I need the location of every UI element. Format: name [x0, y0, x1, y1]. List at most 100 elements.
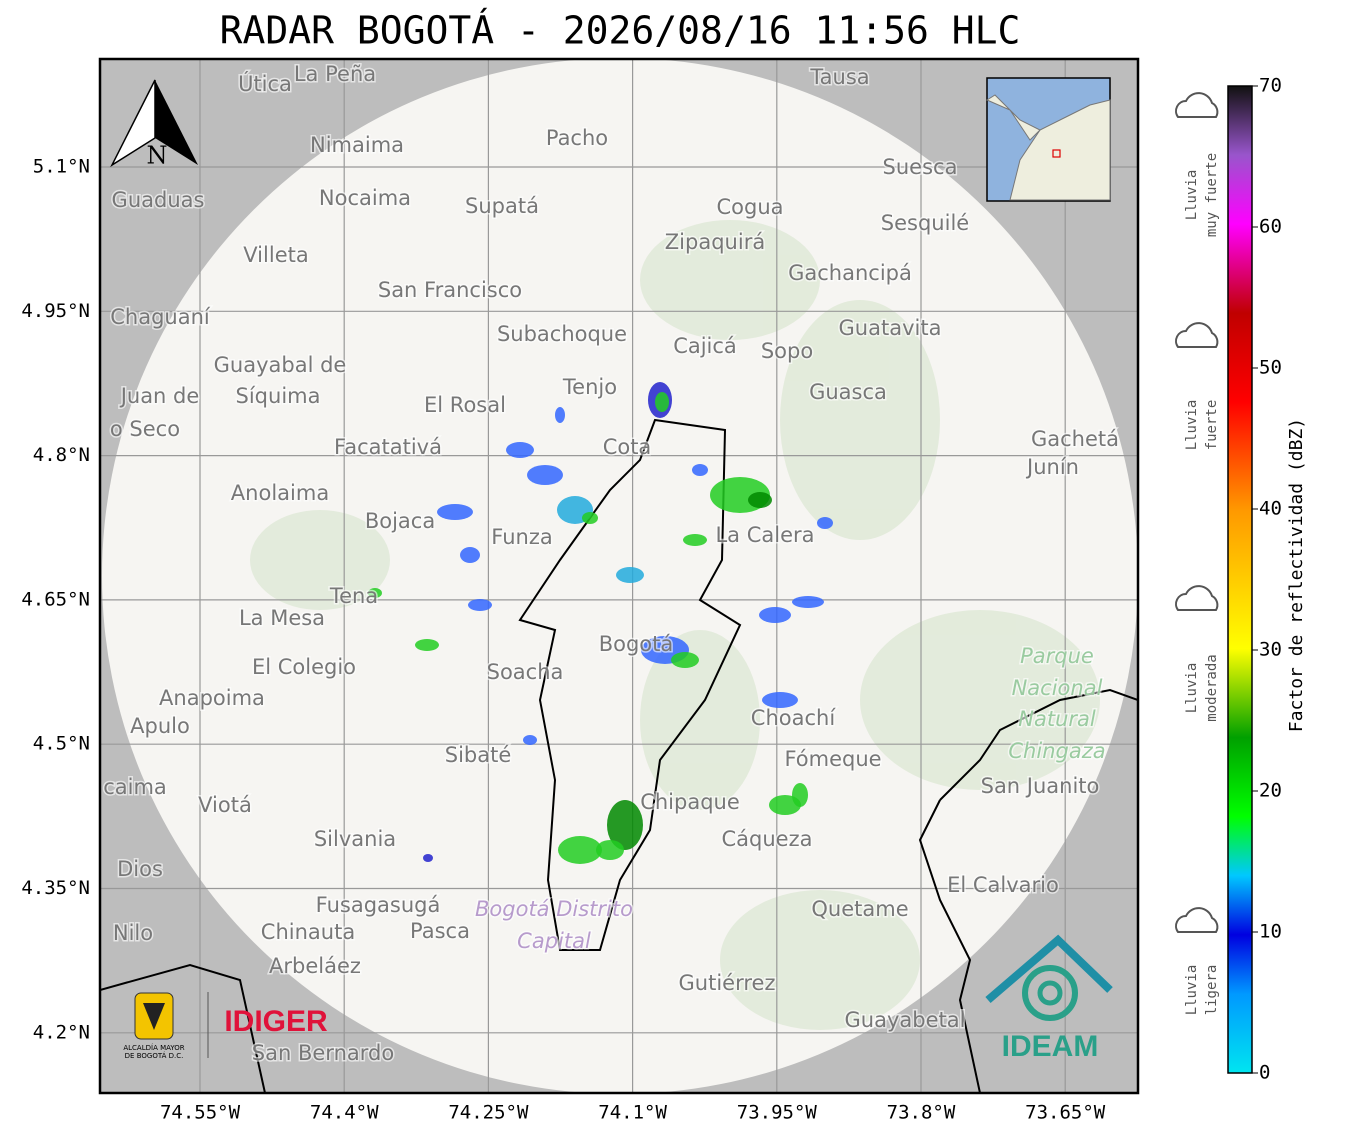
place-label: Pasca [410, 919, 470, 943]
radar-echo [759, 607, 791, 623]
place-label: Villeta [243, 243, 308, 267]
cloud-icon [1175, 585, 1219, 611]
north-arrow: N [110, 79, 198, 170]
colorbar-ticks: 0 10 20 30 40 50 60 70 [1252, 75, 1282, 1084]
title: RADAR BOGOTÁ - 2026/08/16 11:56 HLC [220, 9, 1021, 53]
borders [100, 418, 1138, 1093]
place-label: Quetame [811, 897, 908, 921]
radar-echo [437, 504, 473, 520]
place-label: Chingaza [1008, 739, 1105, 763]
place-label: Tenjo [562, 375, 617, 399]
place-label: Tausa [809, 65, 869, 89]
map-frame [98, 57, 1140, 1095]
place-label: San Francisco [378, 278, 522, 302]
alcaldia-line: DE BOGOTÁ D.C. [125, 1051, 184, 1060]
place-label: Anolaima [231, 481, 329, 505]
place-label: La Mesa [239, 606, 325, 630]
colorbar-tick-label: 70 [1259, 75, 1282, 97]
place-label: Apulo [130, 714, 190, 738]
place-labels: Útica La Peña Tausa Nimaima Pacho Guaduas Noca… [102, 61, 1121, 1067]
place-label: Facatativá [334, 435, 442, 459]
rain-category-line: fuerte [1204, 400, 1220, 451]
lat-label: 5.1°N [33, 156, 90, 178]
place-label: Gutiérrez [679, 971, 776, 995]
idiger-logo: IDIGER [224, 1005, 328, 1038]
lat-label: 4.35°N [21, 877, 90, 899]
place-label: Guasca [809, 380, 887, 404]
place-label: Sibaté [445, 743, 512, 767]
radar-echo [655, 392, 669, 412]
lat-label: 4.2°N [33, 1021, 90, 1043]
colorbar-tick-label: 20 [1259, 780, 1282, 802]
place-label: Nilo [113, 921, 153, 945]
rain-category-line: Lluvia [1184, 965, 1200, 1016]
place-label: Suesca [883, 155, 958, 179]
radar-echo [792, 783, 808, 807]
radar-echo [523, 735, 537, 745]
inset-map [985, 77, 1111, 202]
place-label: Pacho [546, 126, 608, 150]
place-label: Guaduas [112, 188, 205, 212]
place-label: Cáqueza [722, 827, 813, 851]
place-label: Funza [491, 525, 552, 549]
radar-echo [368, 588, 382, 598]
radar-echo [748, 492, 772, 508]
place-label: Gachancipá [788, 261, 912, 285]
place-label: caima [103, 775, 167, 799]
rain-category-line: moderada [1204, 654, 1220, 721]
axis-ticks: 5.1°N 4.95°N 4.8°N 4.65°N 4.5°N 4.35°N 4.2°N 74… [21, 156, 1105, 1124]
rain-category-line: Lluvia [1184, 663, 1200, 714]
ideam-label: IDEAM [1002, 1030, 1099, 1063]
radar-echo [582, 512, 598, 524]
place-label: Tena [329, 584, 378, 608]
rain-category-line: muy fuerte [1204, 153, 1220, 237]
radar-echo [596, 840, 624, 860]
lon-label: 74.1°W [598, 1102, 667, 1124]
lon-label: 73.95°W [737, 1102, 818, 1124]
alcaldia-logo: ALCALDÍA MAYOR DE BOGOTÁ D.C. [123, 992, 209, 1060]
place-label: Cota [603, 435, 652, 459]
colorbar-tick-label: 30 [1259, 639, 1282, 661]
ideam-logo: IDEAM [985, 934, 1113, 1063]
place-label: Capital [517, 929, 591, 953]
place-label: Guayabetal [845, 1008, 966, 1032]
lon-label: 73.65°W [1025, 1102, 1106, 1124]
place-label: Fómeque [784, 747, 881, 771]
place-label: El Rosal [424, 393, 506, 417]
place-label: Silvania [314, 827, 396, 851]
lon-label: 74.25°W [448, 1102, 529, 1124]
place-label: Fusagasugá [316, 893, 441, 917]
place-label: Dios [117, 857, 163, 881]
place-label: Natural [1018, 707, 1096, 731]
radar-echo [415, 639, 439, 651]
place-label: Chaguaní [110, 305, 211, 329]
radar-echo [762, 692, 798, 708]
radar-echo [558, 836, 602, 864]
radar-echo [527, 465, 563, 485]
place-label: Útica [238, 71, 292, 96]
place-label: Zipaquirá [665, 230, 765, 254]
place-label: Juan de [119, 384, 200, 408]
radar-echo [671, 652, 699, 668]
grid [100, 59, 1138, 1093]
radar-echo [607, 800, 643, 850]
place-label: Nacional [1012, 676, 1103, 700]
radar-echoes [368, 382, 833, 864]
radar-echo [692, 464, 708, 476]
place-label: El Colegio [252, 655, 356, 679]
place-label: Cogua [716, 195, 783, 219]
place-label: Síquima [236, 384, 321, 408]
place-label: San Bernardo [252, 1041, 394, 1065]
rain-category-line: Lluvia [1184, 400, 1200, 451]
lat-label: 4.5°N [33, 733, 90, 755]
place-label: San Juanito [981, 774, 1100, 798]
colorbar [1227, 85, 1253, 1074]
place-label: Chipaque [640, 790, 740, 814]
place-label: La Peña [294, 62, 376, 86]
place-label: Cajicá [673, 334, 737, 358]
cloud-icon [1175, 92, 1219, 118]
cloud-icon [1175, 907, 1219, 933]
north-label: N [147, 142, 168, 170]
lat-label: 4.95°N [21, 300, 90, 322]
